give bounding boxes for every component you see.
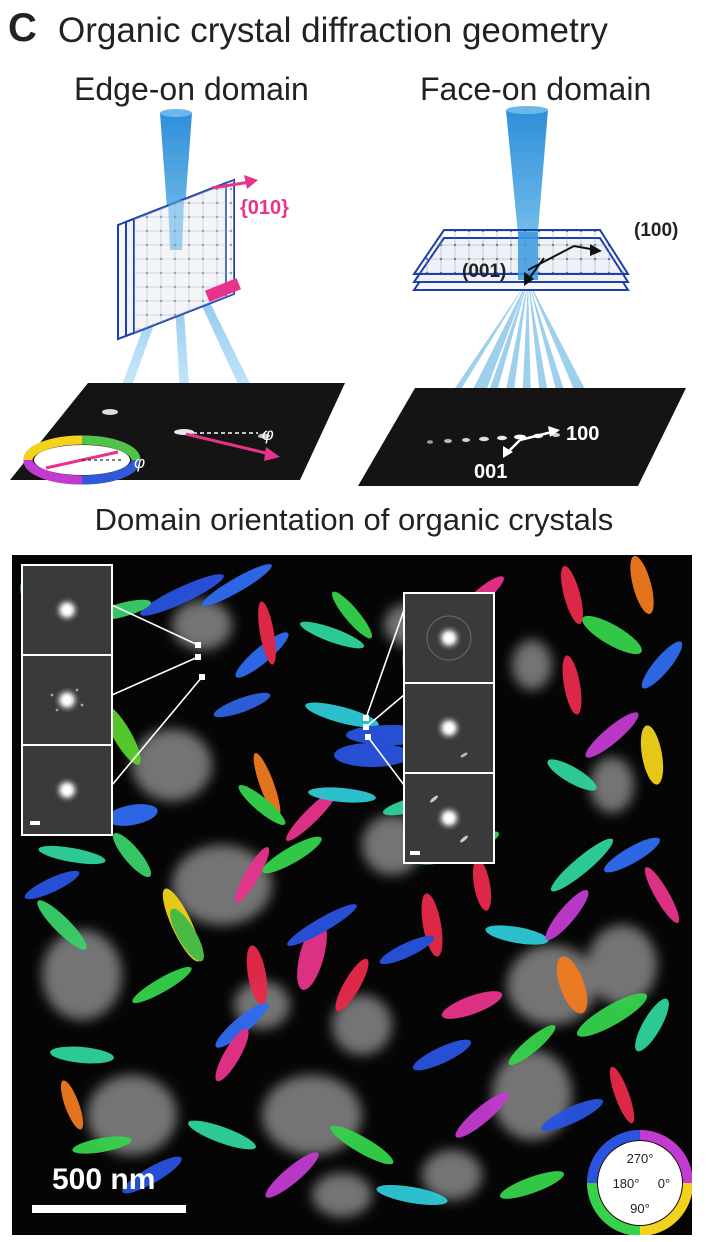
face-on-title: Face-on domain bbox=[420, 71, 652, 107]
geometry-diagram: {010} φ φ bbox=[10, 106, 686, 486]
inset-group-left bbox=[21, 564, 205, 836]
face-on-diagram: (100) (001) 100 001 bbox=[358, 106, 686, 486]
wheel-label-180: 180° bbox=[613, 1176, 640, 1191]
label-100: 100 bbox=[566, 423, 599, 445]
inset-right-2 bbox=[403, 682, 495, 774]
label-100-axis: (100) bbox=[634, 220, 678, 241]
inset-group-right bbox=[363, 592, 495, 864]
inset-left-2 bbox=[21, 654, 113, 746]
edge-on-diagram: {010} φ φ bbox=[10, 109, 345, 485]
inset-left-3 bbox=[21, 744, 113, 836]
label-001: 001 bbox=[474, 461, 507, 483]
label-001-axis: (001) bbox=[462, 261, 506, 282]
inset-left-1 bbox=[21, 564, 113, 656]
wheel-label-90: 90° bbox=[630, 1201, 650, 1216]
scale-bar bbox=[32, 1205, 186, 1213]
map-title: Domain orientation of organic crystals bbox=[94, 502, 614, 537]
inset-right-3 bbox=[403, 772, 495, 864]
inset-right-1 bbox=[403, 592, 495, 684]
panel-letter: C bbox=[8, 6, 37, 50]
face-on-incident-beam bbox=[506, 110, 548, 255]
scale-bar-label: 500 nm bbox=[52, 1163, 156, 1196]
wheel-label-270: 270° bbox=[627, 1151, 654, 1166]
label-010: {010} bbox=[240, 197, 289, 219]
edge-on-lattice-planes bbox=[117, 178, 235, 341]
edge-on-color-ring: φ bbox=[23, 435, 145, 485]
figure-title: Organic crystal diffraction geometry bbox=[58, 11, 608, 50]
edge-on-phi-label: φ bbox=[262, 424, 274, 444]
edge-on-phi-wheel-label: φ bbox=[134, 453, 145, 472]
wheel-label-0: 0° bbox=[658, 1176, 670, 1191]
orientation-color-wheel: 270° 180° 0° 90° bbox=[587, 1130, 692, 1235]
edge-on-title: Edge-on domain bbox=[74, 71, 309, 107]
orientation-map: 270° 180° 0° 90° bbox=[12, 555, 692, 1235]
